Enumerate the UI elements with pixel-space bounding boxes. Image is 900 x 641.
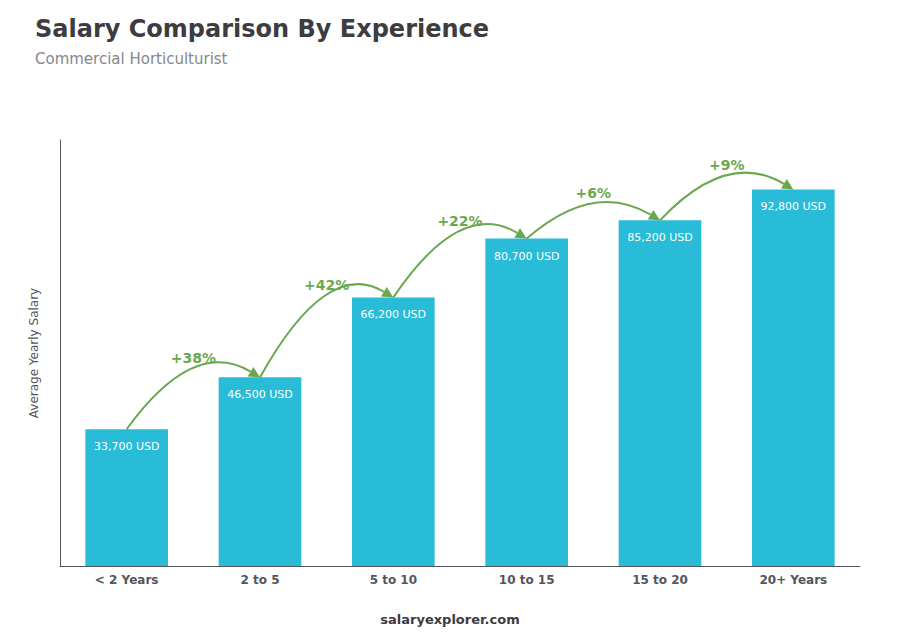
svg-text:+38%: +38% xyxy=(171,350,216,366)
svg-text:92,800 USD: 92,800 USD xyxy=(761,200,827,213)
svg-text:Average Yearly Salary: Average Yearly Salary xyxy=(27,288,41,418)
svg-text:85,200 USD: 85,200 USD xyxy=(627,231,693,244)
svg-text:+9%: +9% xyxy=(709,157,745,173)
svg-text:+6%: +6% xyxy=(576,185,612,201)
svg-text:salaryexplorer.com: salaryexplorer.com xyxy=(380,612,519,627)
svg-text:+22%: +22% xyxy=(437,213,482,229)
svg-text:15 to 20: 15 to 20 xyxy=(632,573,688,587)
svg-text:Salary Comparison By Experienc: Salary Comparison By Experience xyxy=(35,15,489,43)
svg-text:2 to 5: 2 to 5 xyxy=(240,573,279,587)
svg-text:+42%: +42% xyxy=(304,277,349,293)
svg-text:Commercial Horticulturist: Commercial Horticulturist xyxy=(35,50,228,68)
svg-text:20+ Years: 20+ Years xyxy=(759,573,827,587)
svg-text:66,200 USD: 66,200 USD xyxy=(361,308,427,321)
svg-text:33,700 USD: 33,700 USD xyxy=(94,440,160,453)
svg-text:10 to 15: 10 to 15 xyxy=(499,573,555,587)
svg-text:< 2 Years: < 2 Years xyxy=(95,573,159,587)
svg-text:80,700 USD: 80,700 USD xyxy=(494,250,560,263)
svg-text:46,500 USD: 46,500 USD xyxy=(227,388,293,401)
svg-text:5 to 10: 5 to 10 xyxy=(370,573,417,587)
